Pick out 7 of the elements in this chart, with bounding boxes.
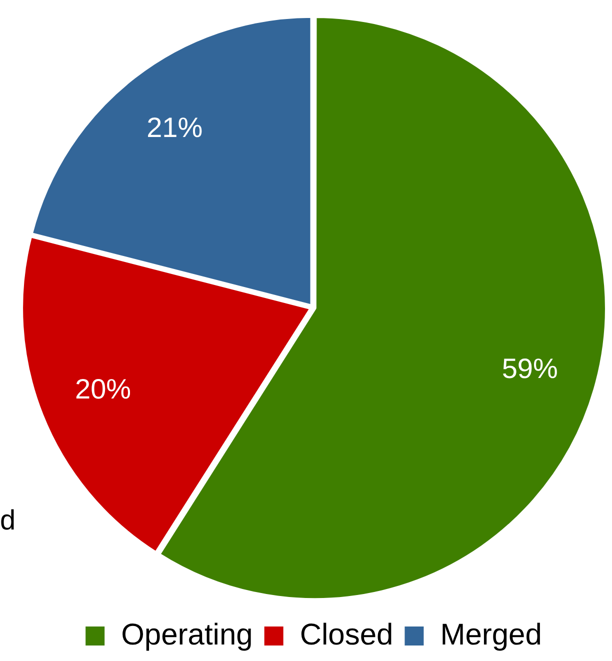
- text: d: [0, 504, 16, 536]
- legend-label: Closed: [300, 618, 394, 652]
- legend-label: Merged: [440, 618, 542, 652]
- data-label: 20%: [75, 373, 132, 404]
- legend-label: Operating: [121, 618, 253, 652]
- data-label: 59%: [502, 353, 558, 384]
- data-label: 21%: [146, 112, 203, 143]
